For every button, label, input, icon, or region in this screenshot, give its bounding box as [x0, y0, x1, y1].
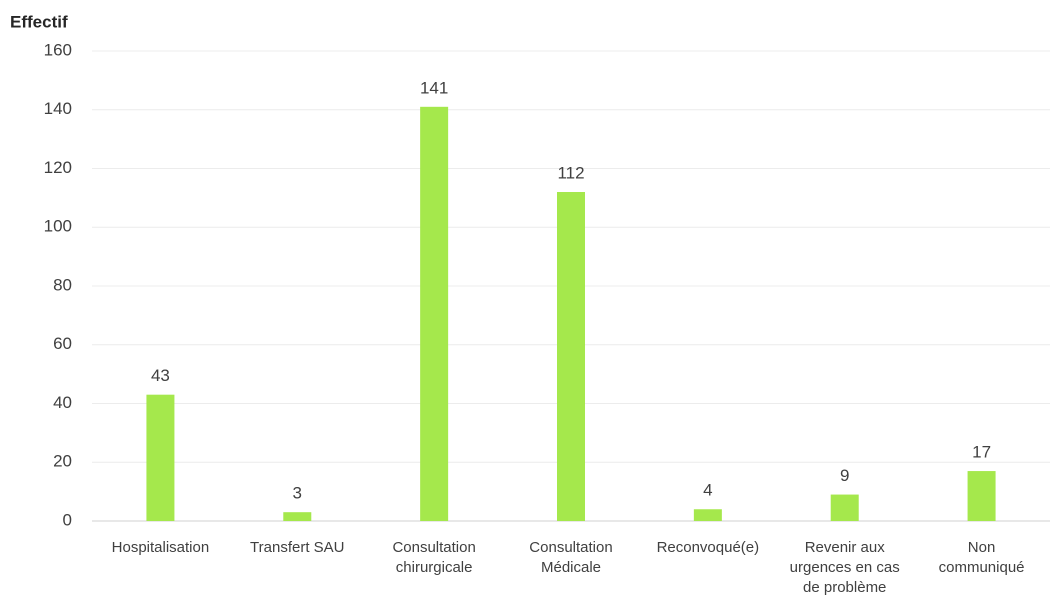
- y-tick-label: 160: [44, 40, 72, 59]
- x-tick-label: Reconvoqué(e): [657, 539, 760, 556]
- x-tick-label: Revenir aux urgences en cas de problème: [790, 539, 900, 596]
- x-tick-label: Consultation Médicale: [529, 539, 612, 576]
- y-tick-label: 60: [53, 334, 72, 353]
- bar: [146, 394, 175, 521]
- y-tick-label: 120: [44, 158, 72, 177]
- y-tick-label: 140: [44, 99, 72, 118]
- y-tick-label: 20: [53, 452, 72, 471]
- x-tick-label: Non communiqué: [939, 539, 1025, 576]
- y-tick-label: 40: [53, 393, 72, 412]
- bar: [693, 509, 722, 521]
- y-axis-title: Effectif: [10, 12, 68, 31]
- x-tick-label: Transfert SAU: [250, 539, 344, 556]
- x-tick-label: Consultation chirurgicale: [392, 539, 475, 576]
- bar: [967, 471, 996, 521]
- data-label: 4: [703, 481, 712, 500]
- x-tick-label: Hospitalisation: [112, 539, 210, 556]
- y-tick-label: 100: [44, 217, 72, 236]
- data-label: 43: [151, 366, 170, 385]
- bar: [830, 494, 859, 521]
- y-tick-label: 0: [63, 510, 72, 529]
- data-label: 3: [293, 484, 302, 503]
- bar: [557, 192, 585, 521]
- data-label: 17: [972, 443, 991, 462]
- y-tick-label: 80: [53, 275, 72, 294]
- data-label: 112: [557, 163, 584, 182]
- data-label: 9: [840, 466, 849, 485]
- bar: [283, 512, 312, 521]
- data-label: 141: [420, 78, 448, 97]
- bar: [420, 106, 449, 521]
